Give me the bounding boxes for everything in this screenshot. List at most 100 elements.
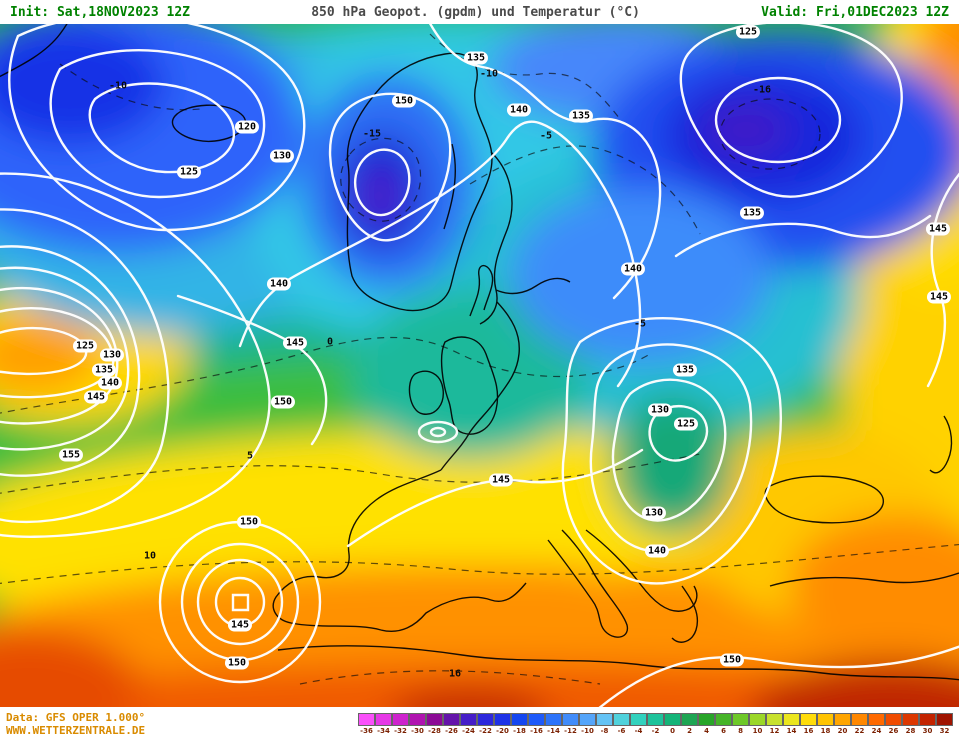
legend-swatch bbox=[715, 713, 732, 726]
legend-value: 26 bbox=[888, 727, 899, 735]
geopotential-contour-label: 130 bbox=[269, 149, 295, 163]
legend-value: 16 bbox=[803, 727, 814, 735]
legend-swatch bbox=[766, 713, 783, 726]
legend-swatch bbox=[868, 713, 885, 726]
legend-item: -34 bbox=[375, 713, 392, 735]
legend-item: 6 bbox=[715, 713, 732, 735]
map-footer: Data: GFS OPER 1.000° WWW.WETTERZENTRALE… bbox=[0, 707, 959, 741]
geopotential-contour-label: 150 bbox=[391, 94, 417, 108]
geopotential-contour-label: 150 bbox=[270, 395, 296, 409]
legend-swatch bbox=[494, 713, 511, 726]
legend-item: 32 bbox=[936, 713, 953, 735]
legend-item: -28 bbox=[426, 713, 443, 735]
legend-value: -12 bbox=[564, 727, 577, 735]
legend-value: -22 bbox=[479, 727, 492, 735]
legend-value: -16 bbox=[530, 727, 543, 735]
legend-value: 22 bbox=[854, 727, 865, 735]
legend-item: 28 bbox=[902, 713, 919, 735]
legend-item: -14 bbox=[545, 713, 562, 735]
legend-swatch bbox=[732, 713, 749, 726]
legend-value: -8 bbox=[600, 727, 609, 735]
legend-swatch bbox=[579, 713, 596, 726]
legend-swatch bbox=[851, 713, 868, 726]
data-source-label: Data: GFS OPER 1.000° bbox=[6, 711, 146, 724]
geopotential-contour-label: 145 bbox=[488, 473, 514, 487]
legend-swatch bbox=[613, 713, 630, 726]
legend-swatch bbox=[834, 713, 851, 726]
temperature-contour-label: 16 bbox=[448, 668, 462, 680]
geopotential-contour-label: 120 bbox=[234, 120, 260, 134]
legend-swatch bbox=[392, 713, 409, 726]
footer-text-block: Data: GFS OPER 1.000° WWW.WETTERZENTRALE… bbox=[6, 711, 145, 737]
legend-item: -36 bbox=[358, 713, 375, 735]
legend-value: 0 bbox=[670, 727, 675, 735]
temperature-contour-label: -10 bbox=[479, 68, 499, 80]
legend-item: 14 bbox=[783, 713, 800, 735]
temperature-legend: -36 -34 -32 -30 -28 -26 -24 -22 -20 -18 -16 -14 -12-… bbox=[358, 713, 953, 735]
legend-item: -20 bbox=[494, 713, 511, 735]
legend-item: 20 bbox=[834, 713, 851, 735]
geopotential-contour-label: 150 bbox=[236, 515, 262, 529]
legend-item: 0 bbox=[664, 713, 681, 735]
legend-value: -30 bbox=[411, 727, 424, 735]
legend-value: 2 bbox=[687, 727, 692, 735]
legend-swatch bbox=[783, 713, 800, 726]
legend-swatch bbox=[902, 713, 919, 726]
geopotential-contour-label: 130 bbox=[641, 506, 667, 520]
legend-swatch bbox=[375, 713, 392, 726]
legend-value: -18 bbox=[513, 727, 526, 735]
valid-label: Valid: Fri,01DEC2023 12Z bbox=[761, 4, 949, 20]
map-header: Init: Sat,18NOV2023 12Z 850 hPa Geopot. … bbox=[0, 0, 959, 24]
legend-item: -26 bbox=[443, 713, 460, 735]
legend-item: 10 bbox=[749, 713, 766, 735]
legend-item: 16 bbox=[800, 713, 817, 735]
geopotential-contours bbox=[0, 24, 959, 707]
legend-item: 12 bbox=[766, 713, 783, 735]
geopotential-contour-label: 125 bbox=[176, 165, 202, 179]
geopotential-contour-label: 140 bbox=[620, 262, 646, 276]
geopotential-contour-label: 135 bbox=[91, 363, 117, 377]
coastlines bbox=[0, 24, 959, 681]
legend-swatch bbox=[545, 713, 562, 726]
geopotential-contour-label: 150 bbox=[719, 653, 745, 667]
legend-swatch bbox=[511, 713, 528, 726]
geopotential-contour-label: 125 bbox=[673, 417, 699, 431]
legend-item: -10 bbox=[579, 713, 596, 735]
legend-swatch bbox=[596, 713, 613, 726]
legend-item: 4 bbox=[698, 713, 715, 735]
legend-value: 14 bbox=[786, 727, 797, 735]
legend-swatch bbox=[477, 713, 494, 726]
legend-value: 8 bbox=[738, 727, 743, 735]
legend-swatch bbox=[443, 713, 460, 726]
temperature-contour-label: 10 bbox=[143, 550, 157, 562]
geopotential-contour-label: 135 bbox=[463, 51, 489, 65]
geopotential-contour-label: 140 bbox=[97, 376, 123, 390]
legend-item: -8 bbox=[596, 713, 613, 735]
legend-item: -32 bbox=[392, 713, 409, 735]
legend-item: 2 bbox=[681, 713, 698, 735]
legend-value: 32 bbox=[939, 727, 950, 735]
geopotential-contour-label: 145 bbox=[926, 290, 952, 304]
legend-swatch bbox=[409, 713, 426, 726]
temperature-contour-label: -10 bbox=[108, 80, 128, 92]
geopotential-contour-label: 145 bbox=[925, 222, 951, 236]
legend-item: 8 bbox=[732, 713, 749, 735]
temperature-contour-label: -5 bbox=[633, 318, 647, 330]
temperature-contour-label: -15 bbox=[362, 128, 382, 140]
weather-map-canvas bbox=[0, 24, 959, 707]
legend-item: 18 bbox=[817, 713, 834, 735]
legend-swatch bbox=[630, 713, 647, 726]
legend-swatch bbox=[698, 713, 715, 726]
legend-swatch bbox=[919, 713, 936, 726]
legend-value: -20 bbox=[496, 727, 509, 735]
legend-item: -4 bbox=[630, 713, 647, 735]
temperature-field-blobs bbox=[0, 24, 959, 707]
geopotential-contour-label: 145 bbox=[282, 336, 308, 350]
legend-value: -10 bbox=[581, 727, 594, 735]
legend-value: -2 bbox=[651, 727, 660, 735]
legend-item: -6 bbox=[613, 713, 630, 735]
legend-swatch bbox=[749, 713, 766, 726]
legend-swatch bbox=[800, 713, 817, 726]
legend-swatch bbox=[460, 713, 477, 726]
